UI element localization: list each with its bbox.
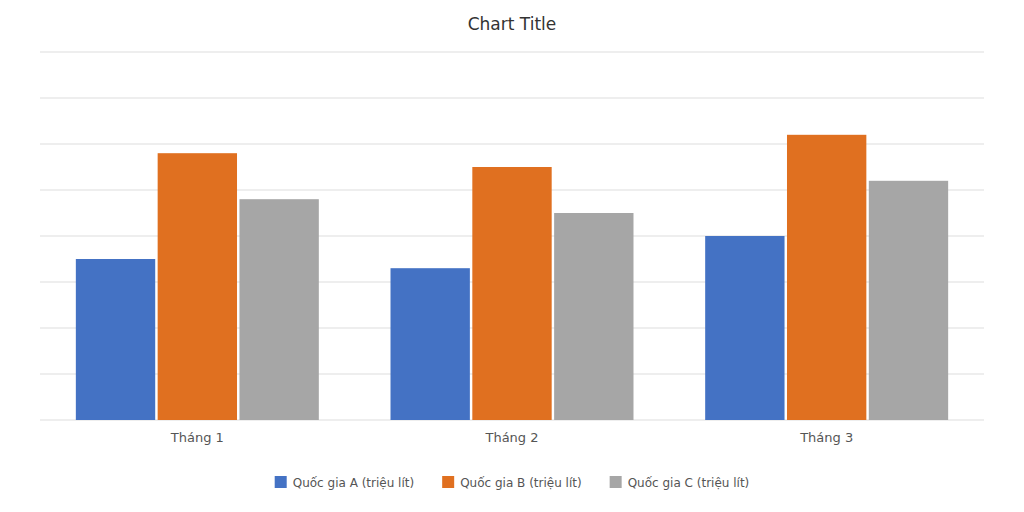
- legend-swatch: [442, 476, 454, 488]
- bars: [76, 135, 948, 420]
- bar: [76, 259, 155, 420]
- legend-label: Quốc gia A (triệu lít): [293, 476, 414, 490]
- x-tick-label: Tháng 3: [799, 430, 853, 445]
- x-tick-label: Tháng 1: [170, 430, 224, 445]
- grid-line: [40, 52, 984, 53]
- legend-swatch: [275, 476, 287, 488]
- series: [239, 181, 948, 420]
- x-tick-label: Tháng 2: [484, 430, 538, 445]
- grid: [40, 52, 984, 420]
- bar: [158, 153, 237, 420]
- legend-label: Quốc gia C (triệu lít): [628, 476, 750, 490]
- bar: [705, 236, 784, 420]
- bar: [554, 213, 633, 420]
- legend-item: Quốc gia B (triệu lít): [442, 476, 581, 490]
- series: [158, 135, 867, 420]
- legend-label: Quốc gia B (triệu lít): [460, 476, 581, 490]
- legend-item: Quốc gia C (triệu lít): [610, 476, 750, 490]
- page: {"chart_data": {"type": "bar", "title": …: [0, 0, 1024, 512]
- bar: [239, 199, 318, 420]
- bar: [869, 181, 948, 420]
- chart-container: Chart Title Tháng 1 Tháng 2 Tháng 3 Quốc gia…: [0, 0, 1024, 512]
- chart-svg: Chart Title Tháng 1 Tháng 2 Tháng 3 Quốc gia…: [0, 0, 1024, 512]
- legend-item: Quốc gia A (triệu lít): [275, 476, 414, 490]
- legend: Quốc gia A (triệu lít) Quốc gia B (triệu …: [275, 476, 750, 490]
- title: Chart Title: [468, 14, 557, 34]
- x-ticks: Tháng 1 Tháng 2 Tháng 3: [170, 430, 853, 445]
- bar: [391, 268, 470, 420]
- bar: [472, 167, 551, 420]
- legend-swatch: [610, 476, 622, 488]
- bar: [787, 135, 866, 420]
- grid-line: [40, 98, 984, 99]
